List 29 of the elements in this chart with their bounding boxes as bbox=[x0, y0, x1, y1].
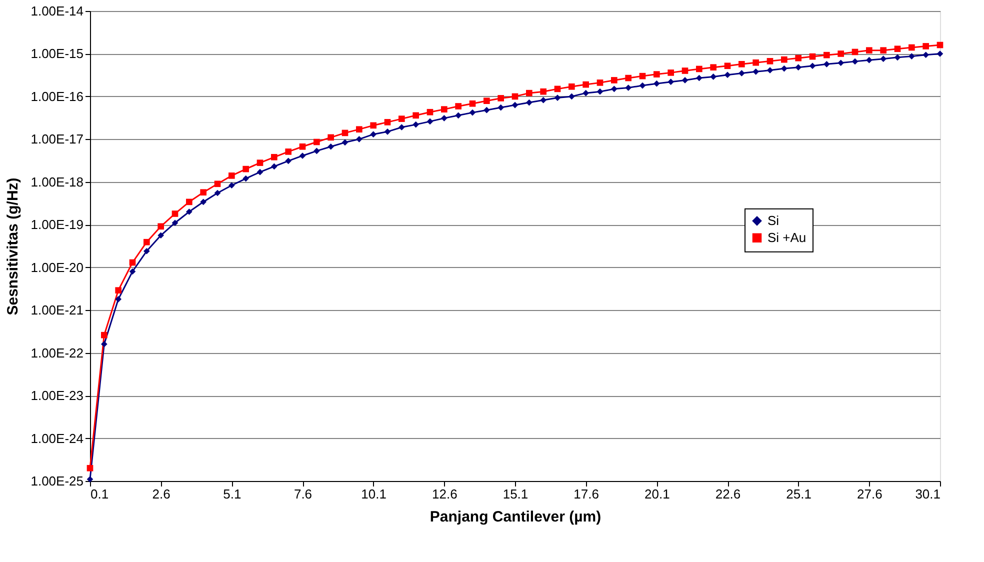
x-tick-label: 22.6 bbox=[715, 486, 741, 502]
legend-label: Si bbox=[768, 212, 780, 228]
x-tick-label: 2.6 bbox=[152, 486, 170, 502]
y-axis-title: Sesnsitivitas (g/Hz) bbox=[4, 178, 22, 316]
x-tick-label: 0.1 bbox=[90, 486, 109, 502]
y-tick-label: 1.00E-22 bbox=[30, 345, 84, 360]
y-tick-label: 1.00E-20 bbox=[30, 260, 84, 275]
x-tick-label: 17.6 bbox=[574, 486, 599, 502]
y-tick-label: 1.00E-16 bbox=[30, 88, 84, 104]
x-tick-label: 10.1 bbox=[361, 486, 386, 502]
y-tick-label: 1.00E-23 bbox=[30, 388, 84, 404]
y-tick-label: 1.00E-17 bbox=[30, 132, 84, 147]
x-axis-title: Panjang Cantilever (µm) bbox=[430, 508, 602, 526]
x-tick-label: 12.6 bbox=[432, 486, 458, 502]
x-tick-label: 7.6 bbox=[294, 486, 312, 502]
y-tick-label: 1.00E-18 bbox=[30, 174, 84, 190]
y-tick-label: 1.00E-19 bbox=[30, 217, 84, 232]
y-tick-label: 1.00E-14 bbox=[30, 4, 84, 18]
x-tick-label: 30.1 bbox=[915, 486, 940, 502]
x-tick-label: 25.1 bbox=[786, 486, 812, 502]
y-tick-label: 1.00E-24 bbox=[30, 430, 84, 446]
x-tick-label: 27.6 bbox=[857, 486, 882, 502]
y-tick-label: 1.00E-15 bbox=[30, 46, 84, 62]
x-tick-label: 15.1 bbox=[502, 486, 528, 502]
legend-label: Si +Au bbox=[768, 230, 806, 245]
x-tick-label: 20.1 bbox=[644, 486, 670, 502]
y-tick-label: 1.00E-21 bbox=[30, 302, 84, 318]
x-tick-label: 5.1 bbox=[223, 486, 242, 502]
y-tick-label: 1.00E-25 bbox=[30, 474, 84, 488]
